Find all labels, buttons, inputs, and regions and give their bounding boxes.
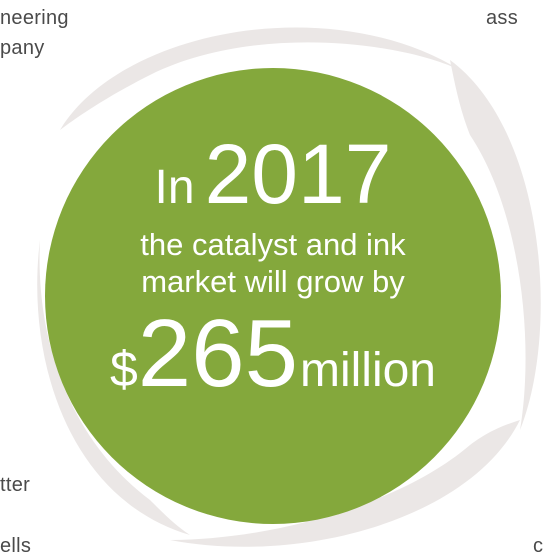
fragment-text-top-right: ass <box>486 7 519 29</box>
fragment-text-top-left-1: neering <box>0 7 69 29</box>
headline-subtitle-line2: market will grow by <box>141 264 405 299</box>
headline-amount: 265 <box>137 300 298 407</box>
fragment-text-bottom-left-1: tter <box>0 474 31 496</box>
headline-unit: million <box>299 344 436 397</box>
headline-amount-line: $265million <box>45 306 501 402</box>
headline-prefix: In <box>154 161 195 214</box>
swirl-arc-left <box>37 240 190 535</box>
fragment-text-bottom-left-2: ells <box>0 535 32 555</box>
headline-currency-symbol: $ <box>109 341 138 397</box>
fragment-text-bottom-right: c <box>533 535 544 555</box>
swirl-arc-top <box>60 27 460 130</box>
headline-year: 2017 <box>204 127 392 221</box>
headline-subtitle-line1: the catalyst and ink <box>140 227 406 262</box>
headline-circle: In 2017 the catalyst and ink market will … <box>45 68 501 524</box>
headline-year-line: In 2017 <box>45 132 501 216</box>
swirl-arc-bottom <box>170 420 520 547</box>
fragment-text-top-left-2: pany <box>0 37 45 59</box>
swirl-arc-right <box>450 60 541 430</box>
